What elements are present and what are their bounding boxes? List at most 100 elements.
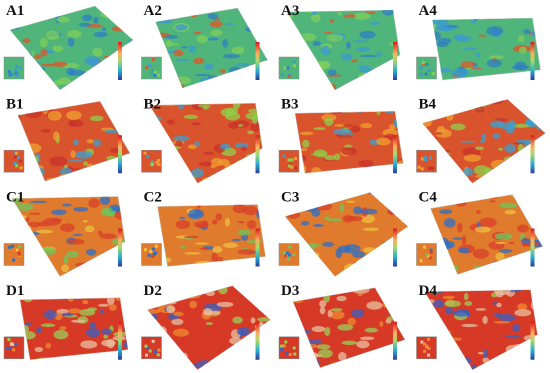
surface-spot xyxy=(66,250,79,258)
surface-spot xyxy=(479,83,493,91)
surface-spot xyxy=(237,249,256,255)
surface-spot xyxy=(396,66,400,74)
surface-spot xyxy=(437,87,447,93)
surface-spot xyxy=(24,241,38,246)
surface-spot xyxy=(235,69,246,79)
surface-spot xyxy=(479,140,485,144)
panel: D1 xyxy=(3,283,129,361)
inset-spot xyxy=(17,156,21,160)
surface-spot xyxy=(464,301,473,306)
surface-spot xyxy=(234,103,244,104)
surface-spot xyxy=(376,271,387,277)
surface-spot xyxy=(517,35,525,43)
surface-spot xyxy=(399,347,405,355)
surface-spot xyxy=(245,26,259,33)
surface-spot xyxy=(246,176,253,184)
surface-spot xyxy=(197,360,212,365)
surface-spot xyxy=(51,192,58,196)
inset-spot xyxy=(421,61,425,65)
surface-spot xyxy=(312,224,324,227)
surface-spot xyxy=(505,335,521,339)
surface-spot xyxy=(33,167,45,177)
inset-spot xyxy=(280,73,284,77)
surface-spot xyxy=(150,138,166,144)
surface-spot xyxy=(293,234,301,238)
surface-spot xyxy=(80,340,98,349)
color-bar xyxy=(530,42,535,80)
surface-spot xyxy=(89,115,104,122)
surface-spot xyxy=(184,252,201,255)
inset-spot xyxy=(15,64,19,68)
inset-spot xyxy=(144,344,148,348)
surface-spot xyxy=(457,4,471,14)
surface-spot xyxy=(237,124,244,127)
inset-spot xyxy=(431,72,435,76)
surface-spot xyxy=(388,362,405,368)
surface-spot xyxy=(73,138,79,146)
surface-spot xyxy=(313,100,328,107)
surface-spot xyxy=(460,61,475,69)
inset-spot xyxy=(422,342,426,346)
surface-spot xyxy=(427,323,442,331)
surface-spot xyxy=(246,219,257,230)
surface-spot xyxy=(178,103,184,110)
surface-spot xyxy=(389,198,395,201)
surface-spot xyxy=(407,125,413,130)
inset-spot xyxy=(419,259,423,263)
surface-spot xyxy=(210,157,223,167)
surface-spot xyxy=(309,269,314,274)
surface-spot xyxy=(93,16,99,24)
surface-spot xyxy=(542,229,543,239)
surface-spot xyxy=(128,192,134,197)
surface-spot xyxy=(162,8,174,11)
surface-spot xyxy=(463,154,482,162)
surface-spot xyxy=(343,14,357,19)
inset-spot xyxy=(12,258,16,262)
surface-spot xyxy=(363,247,377,253)
surface-spot xyxy=(71,168,82,171)
inset-spot xyxy=(425,253,429,257)
surface-spot xyxy=(450,179,459,183)
surface-spot xyxy=(494,241,506,245)
surface-spot xyxy=(66,110,82,120)
surface-spot xyxy=(115,14,127,17)
surface-spot xyxy=(64,355,77,360)
inset-spot xyxy=(144,353,148,357)
surface-spot xyxy=(341,147,357,156)
surface-spot xyxy=(444,300,462,308)
surface-spot xyxy=(56,16,70,23)
color-bar xyxy=(530,321,535,360)
surface-spot xyxy=(147,309,161,314)
surface-spot xyxy=(37,221,50,227)
surface-spot xyxy=(264,40,268,49)
surface-spot xyxy=(167,146,182,150)
surface-spot xyxy=(22,297,34,303)
inset-spot xyxy=(15,248,19,252)
surface-spot xyxy=(203,151,215,156)
inset-spot xyxy=(290,165,294,169)
inset-spot xyxy=(282,251,286,255)
surface-spot xyxy=(91,284,95,289)
surface-spot xyxy=(68,308,81,314)
surface-spot xyxy=(456,3,463,10)
surface-spot xyxy=(232,204,247,214)
surface-spot xyxy=(399,211,405,215)
surface-spot xyxy=(116,103,122,113)
surface-spot xyxy=(40,48,48,57)
surface-spot xyxy=(532,211,543,217)
surface-spot xyxy=(80,182,96,189)
surface-spot xyxy=(510,194,528,198)
surface-spot xyxy=(237,229,251,236)
surface-spot xyxy=(508,241,515,245)
surface-spot xyxy=(17,215,27,220)
color-bar xyxy=(118,135,122,174)
surface-spot xyxy=(382,301,396,309)
surface-spot xyxy=(224,163,234,170)
surface-spot xyxy=(528,106,542,109)
surface-spot xyxy=(265,350,271,354)
inset-spot xyxy=(157,162,161,166)
panel-label: A1 xyxy=(6,3,24,19)
surface-spot xyxy=(17,233,23,237)
surface-spot xyxy=(471,66,480,69)
surface-spot xyxy=(247,130,254,135)
